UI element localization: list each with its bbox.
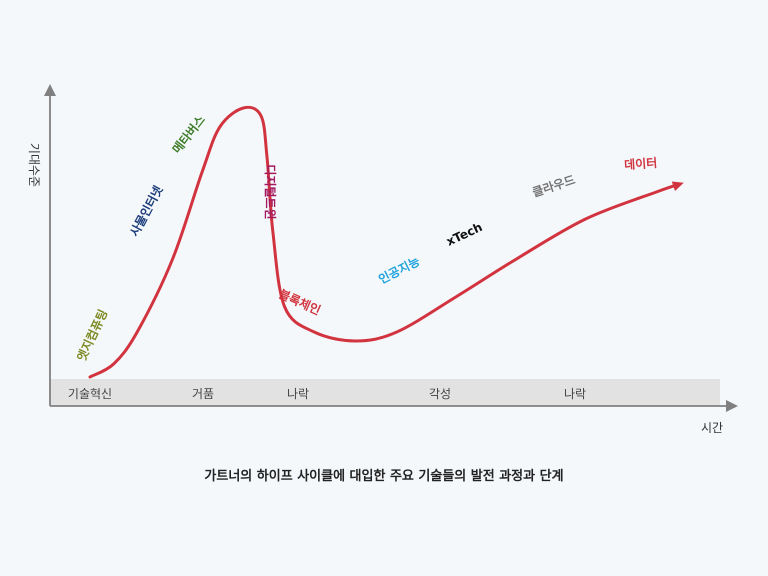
figure-caption: 가트너의 하이프 사이클에 대입한 주요 기술들의 발전 과정과 단계	[204, 469, 564, 484]
annotation-metaverse: 메타버스	[169, 112, 208, 156]
annotation-cloud: 클라우드	[530, 172, 577, 200]
hype-curve-arrowhead	[671, 181, 684, 191]
x-axis-arrow	[726, 400, 738, 412]
phase-label-1: 기술혁신	[68, 387, 112, 401]
phase-label-2: 거품	[192, 387, 214, 401]
annotation-ai: 인공지능	[376, 253, 422, 286]
phase-band	[50, 379, 720, 406]
y-axis-arrow	[44, 84, 56, 96]
annotation-digital-twin: 디지털트윈	[263, 164, 278, 219]
annotation-edge-computing: 엣지컴퓨팅	[73, 307, 110, 363]
annotation-blockchain: 블록체인	[277, 286, 323, 318]
hype-curve-line	[88, 105, 682, 379]
phase-label-3: 나락	[287, 387, 309, 401]
annotation-data: 데이터	[624, 155, 658, 172]
y-axis-label: 기대수준	[27, 143, 41, 187]
phase-label-5: 나락	[564, 387, 586, 401]
annotation-xtech: xTech	[444, 220, 484, 249]
phase-label-4: 각성	[429, 387, 451, 401]
annotation-iot: 사물인터넷	[126, 183, 165, 239]
x-axis-label: 시간	[701, 421, 723, 435]
